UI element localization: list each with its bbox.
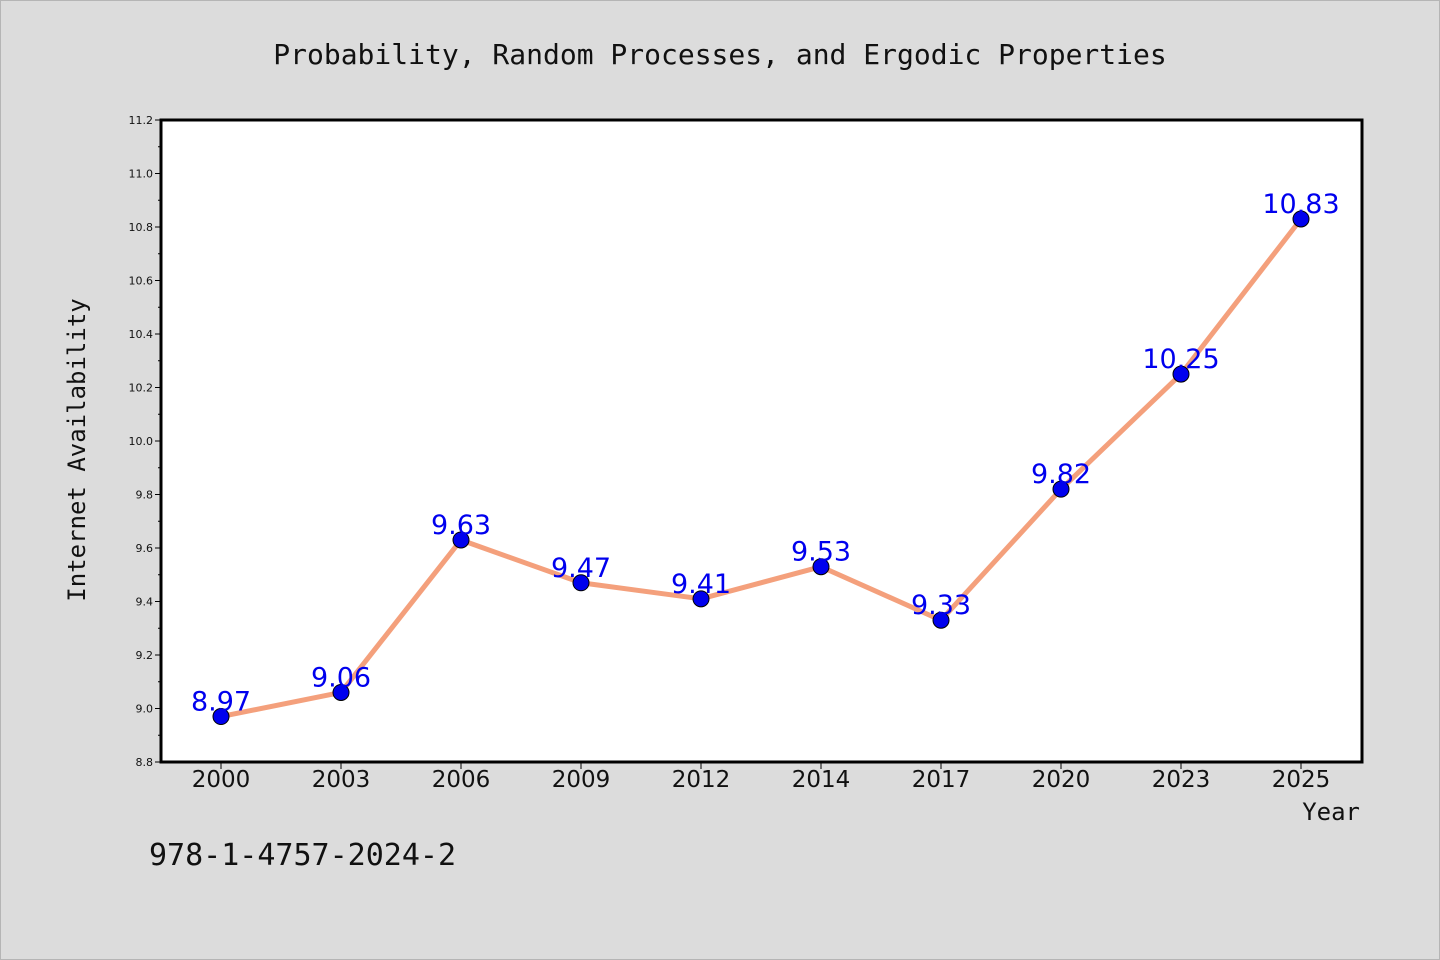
x-tick-label-9: 2025 (1272, 767, 1331, 793)
y-tick-label-9: 10.6 (129, 275, 154, 288)
data-point-3 (572, 574, 590, 592)
data-point-8 (1172, 365, 1190, 383)
data-label-7: 9.82 (1031, 459, 1091, 490)
x-tick-label-2: 2006 (432, 767, 491, 793)
y-axis: 8.8 9.0 9.2 9.4 9.6 9.8 10.0 10.2 10.4 10.6 10.8 11… (129, 114, 161, 769)
data-point-1 (332, 683, 350, 701)
data-point-5 (812, 558, 830, 576)
data-label-5: 9.53 (791, 537, 851, 568)
data-label-0: 8.97 (191, 687, 251, 718)
y-tick-label-2: 9.2 (136, 649, 154, 662)
data-label-9: 10.83 (1262, 189, 1339, 220)
data-point-4 (692, 590, 710, 608)
y-tick-label-6: 10.0 (129, 435, 154, 448)
data-point-0 (212, 708, 230, 726)
data-point-7 (1052, 480, 1070, 498)
x-tick-label-4: 2012 (672, 767, 731, 793)
y-tick-label-0: 8.8 (136, 756, 154, 769)
data-label-2: 9.63 (431, 510, 491, 541)
data-point-2 (452, 531, 470, 549)
y-tick-label-8: 10.4 (129, 328, 154, 341)
y-tick-label-11: 11.0 (129, 168, 154, 181)
x-tick-label-3: 2009 (552, 767, 611, 793)
y-tick-label-1: 9.0 (136, 703, 154, 716)
data-point-9 (1292, 210, 1310, 228)
x-axis-label: Year (1302, 798, 1360, 826)
data-label-6: 9.33 (911, 590, 971, 621)
y-tick-label-3: 9.4 (136, 596, 154, 609)
y-tick-label-10: 10.8 (129, 221, 154, 234)
x-tick-label-8: 2023 (1152, 767, 1211, 793)
x-tick-label-5: 2014 (792, 767, 851, 793)
data-labels: 8.97 9.06 9.63 9.47 9.41 9.53 9.33 9.82 10.25 10.… (191, 189, 1340, 718)
data-label-4: 9.41 (671, 569, 731, 600)
x-tick-label-6: 2017 (912, 767, 971, 793)
isbn-annotation: 978-1-4757-2024-2 (149, 838, 456, 873)
data-label-1: 9.06 (311, 662, 371, 693)
chart-title: Probability, Random Processes, and Ergod… (273, 38, 1166, 71)
x-tick-label-0: 2000 (192, 767, 251, 793)
series-line (218, 216, 1304, 720)
y-tick-label-5: 9.8 (136, 489, 154, 502)
y-tick-label-12: 11.2 (129, 114, 154, 127)
x-tick-label-1: 2003 (312, 767, 371, 793)
y-tick-label-7: 10.2 (129, 382, 154, 395)
data-label-8: 10.25 (1142, 344, 1219, 375)
data-point-6 (932, 611, 950, 629)
x-tick-label-7: 2020 (1032, 767, 1091, 793)
plot-area (159, 118, 1364, 764)
y-axis-label: Internet Availability (63, 298, 91, 601)
series-line-group (218, 216, 1304, 720)
y-tick-label-4: 9.6 (136, 542, 154, 555)
data-markers (212, 210, 1310, 726)
data-label-3: 9.47 (551, 553, 611, 584)
x-axis: 2000 2003 2006 2009 2012 2014 2017 2020 2023 2025 (192, 762, 1331, 793)
